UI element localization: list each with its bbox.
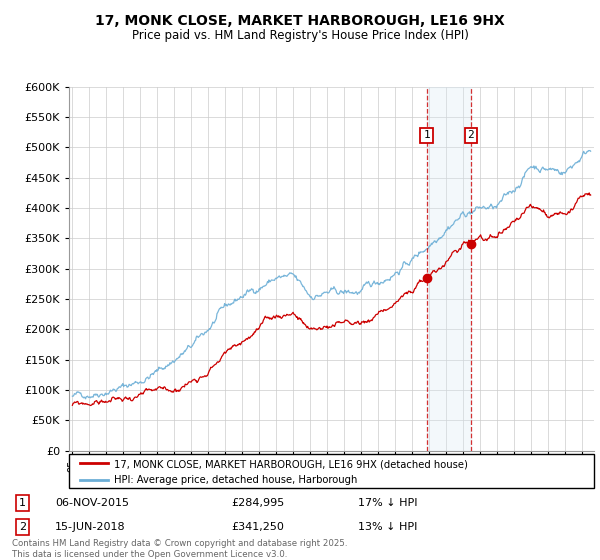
Text: 1: 1 [19,498,26,508]
Text: 17, MONK CLOSE, MARKET HARBOROUGH, LE16 9HX: 17, MONK CLOSE, MARKET HARBOROUGH, LE16 … [95,14,505,28]
Text: £284,995: £284,995 [231,498,284,508]
FancyBboxPatch shape [69,454,594,488]
Text: 13% ↓ HPI: 13% ↓ HPI [358,522,417,532]
Text: 17, MONK CLOSE, MARKET HARBOROUGH, LE16 9HX (detached house): 17, MONK CLOSE, MARKET HARBOROUGH, LE16 … [113,459,467,469]
Bar [427,87,471,451]
Text: 06-NOV-2015: 06-NOV-2015 [55,498,129,508]
Text: 17% ↓ HPI: 17% ↓ HPI [358,498,417,508]
Text: Contains HM Land Registry data © Crown copyright and database right 2025.
This d: Contains HM Land Registry data © Crown c… [12,539,347,559]
Text: Price paid vs. HM Land Registry's House Price Index (HPI): Price paid vs. HM Land Registry's House … [131,29,469,42]
Text: £341,250: £341,250 [231,522,284,532]
Text: 15-JUN-2018: 15-JUN-2018 [55,522,126,532]
Text: 1: 1 [423,130,430,141]
Text: HPI: Average price, detached house, Harborough: HPI: Average price, detached house, Harb… [113,475,357,484]
Text: 2: 2 [467,130,474,141]
Text: 2: 2 [19,522,26,532]
